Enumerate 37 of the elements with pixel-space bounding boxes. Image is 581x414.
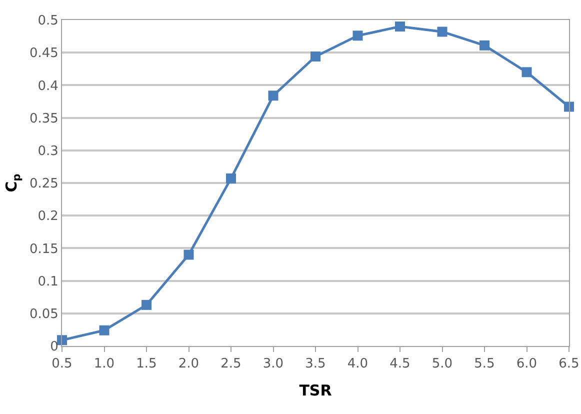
y-tick-label: 0.25 — [29, 176, 58, 192]
point — [480, 40, 490, 50]
point — [268, 90, 278, 101]
point — [522, 67, 532, 78]
point — [99, 325, 110, 336]
point — [352, 30, 363, 41]
x-tick-label: 3.5 — [305, 356, 326, 372]
x-tick-label: 4.0 — [347, 356, 368, 372]
x-tick-label: 6.0 — [516, 356, 538, 372]
y-tick-label: 0.4 — [38, 78, 58, 94]
y-tick-label: 0.35 — [29, 111, 58, 126]
x-tick-label: 0.5 — [52, 356, 72, 372]
y-tick-label: 0.45 — [29, 46, 58, 62]
point — [564, 102, 574, 112]
point — [395, 22, 405, 32]
point — [184, 250, 194, 260]
y-tick-label: 0.05 — [29, 306, 58, 322]
point — [226, 173, 236, 184]
point — [437, 26, 448, 37]
x-tick-label: 3.0 — [262, 356, 284, 372]
x-tick-label: 6.5 — [558, 356, 580, 372]
x-tick-label: 1.0 — [94, 356, 115, 372]
y-tick-label: 0.15 — [29, 242, 58, 257]
x-axis-title: TSR — [299, 382, 332, 400]
point — [142, 300, 152, 310]
y-tick-label: 0.5 — [38, 14, 58, 29]
y-tick-label: 0.2 — [38, 209, 58, 224]
x-tick-label: 5.5 — [474, 356, 495, 372]
x-tick-label: 1.5 — [136, 356, 157, 372]
y-tick-label: 0.1 — [38, 274, 58, 290]
x-tick-label: 2.5 — [220, 356, 242, 372]
y-tick-label: 0 — [50, 340, 58, 355]
x-tick-label: 2.0 — [178, 356, 200, 372]
y-tick-label: 0.3 — [38, 144, 58, 159]
point — [310, 52, 320, 62]
x-tick-label: 4.5 — [390, 356, 410, 372]
x-tick-label: 5.0 — [432, 356, 453, 372]
